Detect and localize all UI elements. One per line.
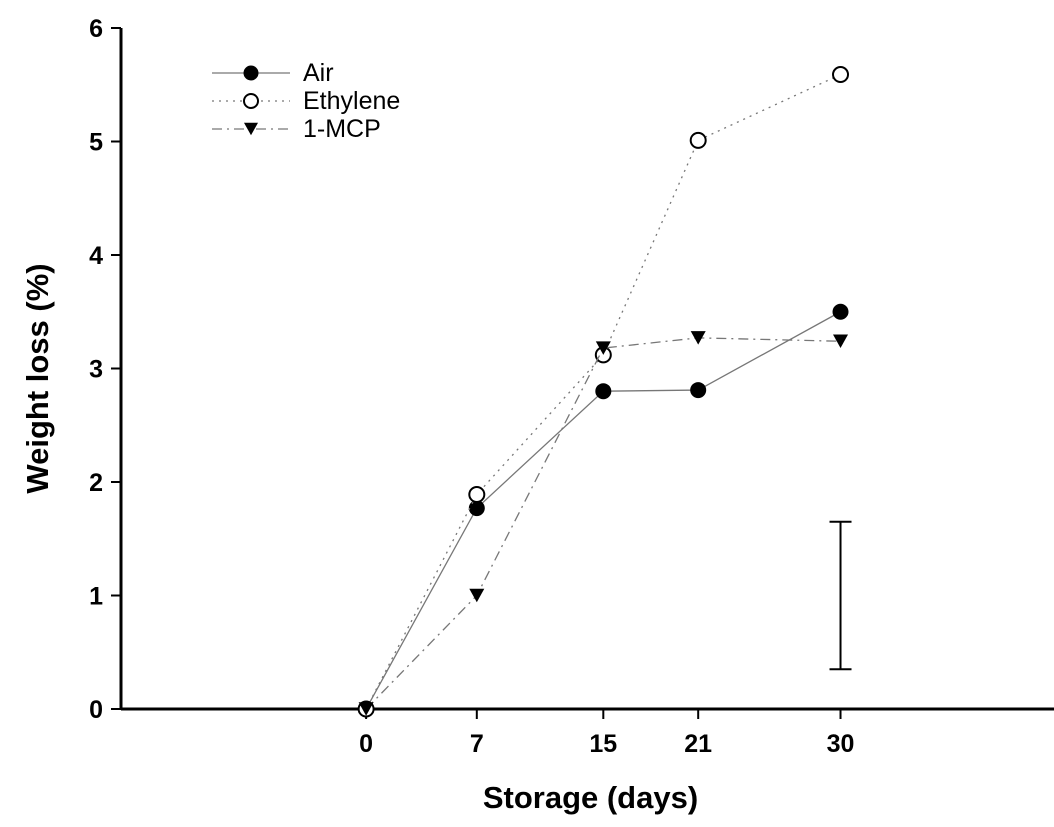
y-axis-label: Weight loss (%): [20, 263, 55, 493]
x-tick-label: 0: [359, 730, 373, 758]
data-point: [243, 65, 259, 81]
data-point: [690, 331, 706, 345]
data-point: [468, 485, 486, 503]
x-tick-label: 7: [470, 730, 484, 758]
data-point: [469, 588, 485, 603]
data-series: [357, 66, 850, 718]
x-ticks: 0 7 15 21 30: [359, 709, 854, 758]
y-tick-label: 3: [89, 356, 103, 384]
y-tick-label: 2: [89, 469, 103, 497]
x-axis-label: Storage (days): [483, 780, 698, 815]
series-line: [365, 337, 841, 710]
data-point: [595, 383, 612, 400]
data-point: [689, 131, 707, 149]
series-1-mcp: [358, 331, 849, 716]
y-ticks: 0 1 2 3 4 5 6: [89, 15, 121, 724]
legend-label: Ethylene: [303, 87, 400, 115]
y-tick-label: 6: [89, 15, 103, 43]
legend-label: 1-MCP: [303, 115, 381, 143]
series-air: [358, 303, 849, 717]
data-point: [595, 341, 611, 355]
y-tick-label: 1: [89, 583, 103, 611]
x-tick-label: 21: [684, 730, 712, 758]
series-line: [365, 311, 841, 710]
data-point: [833, 334, 849, 349]
y-tick-label: 0: [89, 696, 103, 724]
data-point: [832, 303, 849, 320]
x-tick-label: 30: [827, 730, 855, 758]
data-point: [358, 702, 374, 716]
error-bar-group: [829, 520, 852, 671]
legend-label: Air: [303, 59, 334, 87]
y-tick-label: 4: [89, 242, 103, 270]
data-point: [690, 382, 707, 399]
x-tick-label: 15: [589, 730, 617, 758]
data-point: [243, 93, 259, 109]
y-tick-label: 5: [89, 129, 103, 157]
axes: [119, 28, 1054, 711]
data-point: [244, 122, 258, 136]
data-point: [832, 66, 850, 84]
